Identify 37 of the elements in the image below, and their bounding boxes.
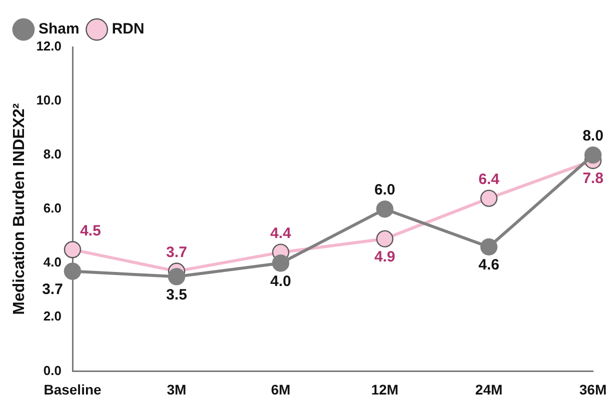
y-tick-label: 6.0 bbox=[43, 200, 62, 216]
y-tick-label: 4.0 bbox=[43, 254, 62, 270]
data-label: 3.5 bbox=[166, 286, 188, 304]
data-label: 3.7 bbox=[166, 244, 188, 261]
x-tick-label: 12M bbox=[371, 381, 398, 398]
y-tick-label: 8.0 bbox=[43, 146, 62, 162]
point bbox=[64, 262, 82, 280]
y-tick-label: 10.0 bbox=[36, 92, 62, 108]
y-tick-label: 12.0 bbox=[36, 38, 62, 54]
data-label: 3.7 bbox=[42, 280, 63, 298]
point bbox=[376, 230, 394, 248]
x-tick-label: 36M bbox=[579, 381, 607, 398]
point bbox=[480, 190, 498, 207]
point bbox=[168, 268, 186, 286]
data-label: 4.4 bbox=[270, 224, 292, 242]
data-label: 4.0 bbox=[270, 272, 292, 290]
x-tick-label: 24M bbox=[475, 381, 503, 398]
data-label: 7.8 bbox=[582, 170, 604, 188]
data-label: 4.6 bbox=[478, 256, 500, 274]
point bbox=[64, 241, 82, 258]
legend-label: RDN bbox=[112, 20, 144, 38]
point bbox=[584, 146, 602, 164]
point bbox=[376, 200, 394, 218]
data-label: 4.5 bbox=[80, 222, 101, 240]
legend-label: Sham bbox=[38, 20, 80, 38]
data-label: 8.0 bbox=[582, 128, 604, 145]
x-tick-label: 6M bbox=[270, 381, 290, 398]
data-label: 4.9 bbox=[374, 248, 396, 266]
x-tick-label: 3M bbox=[166, 381, 186, 398]
y-axis-title: Medication Burden INDEX2² bbox=[11, 103, 28, 315]
x-tick-label: Baseline bbox=[44, 381, 102, 398]
data-label: 6.4 bbox=[478, 170, 500, 188]
point bbox=[272, 254, 290, 272]
point bbox=[480, 238, 498, 256]
data-label: 6.0 bbox=[374, 182, 396, 199]
y-tick-label: 2.0 bbox=[43, 308, 62, 324]
y-tick-label: 0.0 bbox=[43, 362, 62, 378]
